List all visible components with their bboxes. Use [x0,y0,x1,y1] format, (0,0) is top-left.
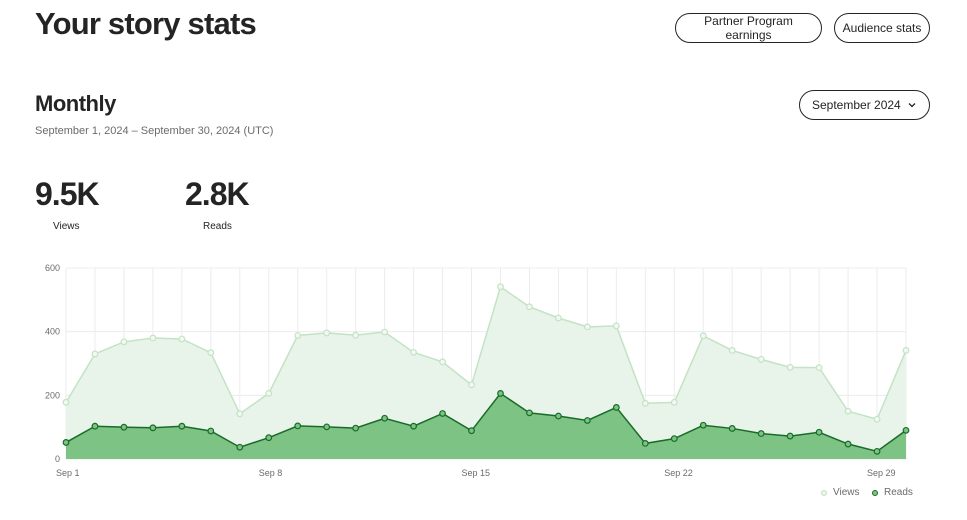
point-reads [439,410,446,417]
point-reads [555,412,562,420]
y-tick-label: 400 [45,327,60,337]
x-tick-label: Sep 8 [259,468,283,478]
legend-reads: Reads [872,487,913,498]
date-range: September 1, 2024 – September 30, 2024 (… [35,125,274,137]
point-views [381,328,389,336]
point-views [207,349,215,357]
point-reads [728,425,736,432]
point-views [439,358,446,366]
point-views [265,390,273,397]
point-reads [120,423,128,431]
point-reads [815,428,823,436]
y-tick-label: 200 [45,390,60,400]
legend-views-label: Views [833,487,860,498]
point-views [62,398,70,406]
line-reads [65,392,907,453]
point-reads [91,422,99,430]
point-reads [468,427,475,435]
y-tick-label: 0 [55,454,60,464]
point-views [468,381,475,389]
section-title: Monthly [35,91,116,116]
chevron-down-icon [908,103,916,108]
point-reads [612,404,620,411]
x-tick-label: Sep 1 [56,468,80,478]
point-views [352,331,360,339]
point-views [410,348,417,356]
views-value: 9.5K [35,176,100,212]
area-reads [66,393,906,459]
point-views [526,303,533,311]
point-views [728,347,736,354]
point-reads [497,390,504,397]
reads-value: 2.8K [185,176,250,212]
point-reads [786,432,794,440]
month-select[interactable]: September 2024 [799,90,930,120]
month-select-value: September 2024 [812,98,901,112]
point-views [583,323,591,331]
point-reads [352,424,360,432]
point-views [178,335,186,343]
point-views [844,407,852,415]
point-reads [641,440,649,447]
point-reads [294,422,302,430]
point-reads [410,422,417,430]
point-reads [62,439,70,446]
point-views [699,332,707,340]
y-tick-label: 600 [45,263,60,273]
point-reads [207,427,215,435]
point-reads [902,426,910,434]
point-reads [323,423,331,431]
point-views [902,347,910,354]
point-reads [873,447,881,455]
legend-reads-label: Reads [884,487,913,498]
legend-reads-swatch [872,489,878,496]
point-reads [844,440,852,448]
point-views [91,350,99,358]
area-views [66,286,906,459]
line-views [65,285,907,421]
audience-stats-button[interactable]: Audience stats [834,13,930,43]
point-reads [526,409,533,417]
reads-label: Reads [203,221,232,232]
point-views [294,332,302,339]
point-views [497,283,504,291]
legend-views-swatch [821,489,827,496]
point-views [873,415,881,423]
point-reads [381,414,389,422]
views-label: Views [53,221,80,232]
point-reads [670,435,678,443]
point-views [323,329,331,337]
point-reads [236,443,244,451]
partner-program-earnings-button[interactable]: Partner Program earnings [675,13,822,43]
page-title: Your story stats [35,6,257,41]
point-views [555,314,562,322]
point-reads [757,430,765,437]
point-views [815,364,823,372]
point-reads [265,434,273,442]
point-views [641,399,649,407]
point-views [236,410,244,418]
point-reads [699,421,707,429]
x-tick-label: Sep 22 [664,468,693,478]
point-reads [583,417,591,424]
point-views [149,334,157,342]
point-views [670,398,678,406]
legend-views: Views [821,487,860,498]
point-reads [149,424,157,432]
point-views [120,338,128,346]
point-views [612,322,620,330]
point-reads [178,422,186,430]
point-views [786,363,794,371]
x-tick-label: Sep 15 [462,468,491,478]
point-views [757,355,765,363]
x-tick-label: Sep 29 [867,468,896,478]
